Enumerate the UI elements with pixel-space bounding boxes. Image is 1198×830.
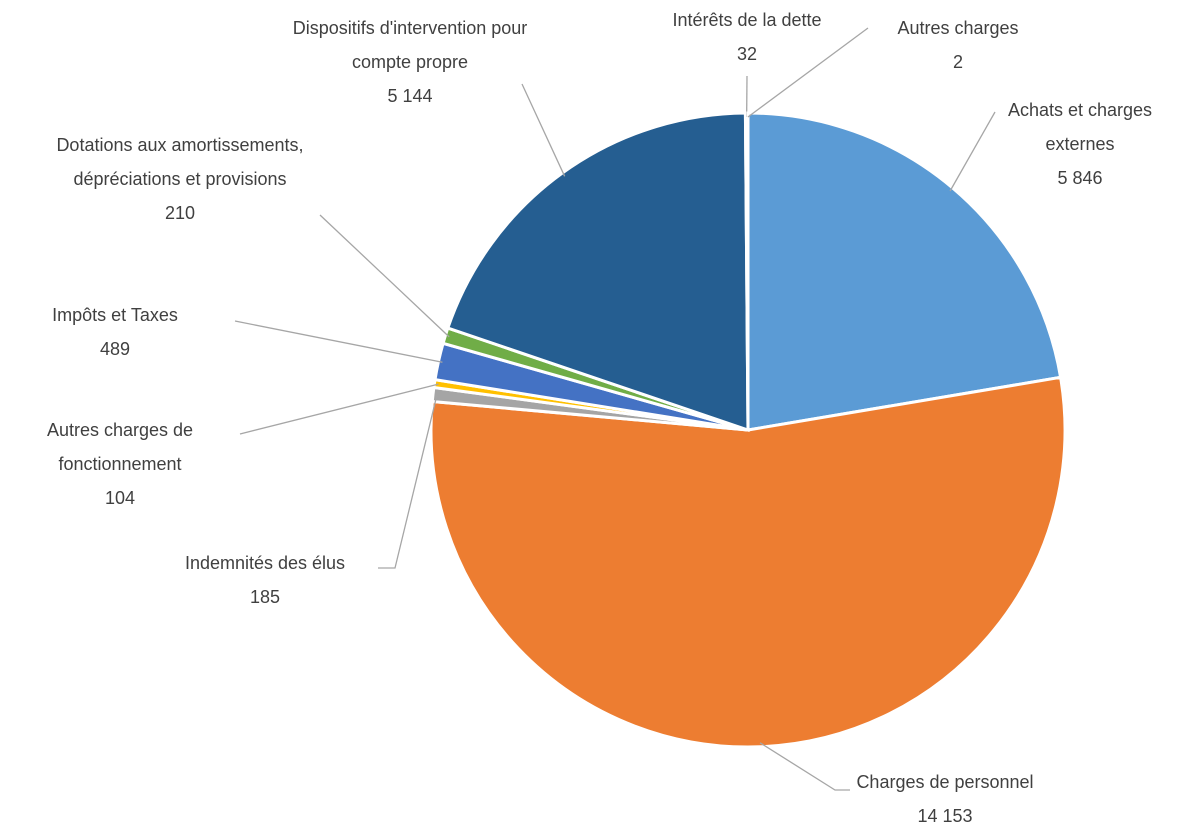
value-label: 489	[99, 339, 131, 359]
data-label: Dotations aux amortissements, dépréciati…	[10, 128, 350, 230]
leader-line	[949, 111, 996, 192]
category-label: Autres charges	[897, 18, 1019, 38]
pie-slice	[429, 375, 1067, 749]
data-label: Autres charges de fonctionnement 104	[20, 413, 220, 515]
data-label: Charges de personnel 14 153	[815, 765, 1075, 830]
category-label: Indemnités des élus	[184, 553, 346, 573]
leader-line	[747, 27, 869, 118]
value-label: 185	[249, 587, 281, 607]
data-label: Achats et charges externes 5 846	[993, 93, 1168, 195]
pie-slice	[746, 111, 1063, 432]
leader-line	[759, 742, 850, 791]
leader-line	[521, 83, 566, 177]
category-label: Intérêts de la dette	[672, 10, 822, 30]
value-label: 5 144	[387, 86, 433, 106]
category-label: Dotations aux amortissements, dépréciati…	[56, 135, 304, 189]
pie-slice	[445, 111, 750, 433]
leader-line	[239, 383, 439, 435]
leader-line	[234, 320, 443, 363]
data-label: Indemnités des élus 185	[145, 546, 385, 614]
data-label: Intérêts de la dette 32	[617, 3, 877, 71]
data-label: Dispositifs d'intervention pour compte p…	[265, 11, 555, 113]
value-label: 2	[952, 52, 963, 72]
category-label: Autres charges de fonctionnement	[46, 420, 194, 474]
category-label: Charges de personnel	[856, 772, 1034, 792]
value-label: 104	[104, 488, 136, 508]
leader-line	[378, 394, 438, 569]
value-label: 14 153	[917, 806, 973, 826]
value-label: 5 846	[1057, 168, 1103, 188]
leader-line	[319, 214, 450, 338]
category-label: Achats et charges externes	[1007, 100, 1153, 154]
data-label: Autres charges 2	[858, 11, 1058, 79]
value-label: 210	[164, 203, 196, 223]
category-label: Dispositifs d'intervention pour compte p…	[292, 18, 528, 72]
data-label: Impôts et Taxes 489	[0, 298, 235, 366]
value-label: 32	[736, 44, 758, 64]
category-label: Impôts et Taxes	[52, 305, 178, 325]
